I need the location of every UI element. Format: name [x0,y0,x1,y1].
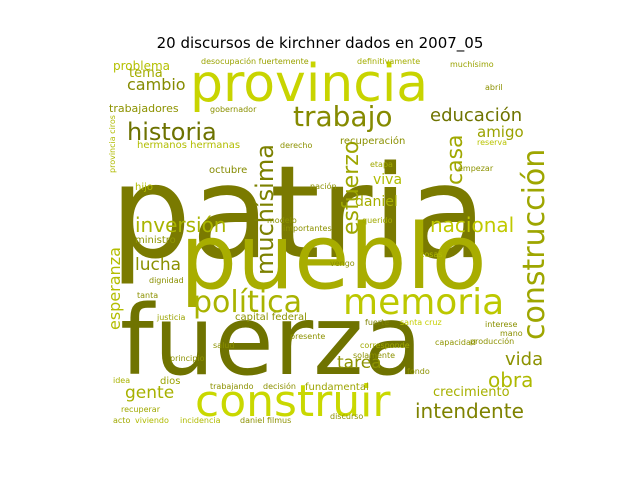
word-corresponde: corresponde [360,341,410,350]
word-abril: abril [485,83,503,92]
word-salud: salud [213,341,235,350]
word-muchisimo: muchísimo [450,60,494,69]
word-gobernador: gobernador [210,105,257,114]
chart-title: 20 discursos de kirchner dados en 2007_0… [156,34,484,52]
word-derecho: derecho [280,141,313,150]
word-crecimiento: crecimiento [433,385,510,400]
word-modelo: modelo [267,216,297,225]
word-cloud: patria pueblo fuerza provincia construir… [105,55,552,430]
word-fuerza: fuerza [120,285,423,397]
word-vida: vida [505,349,544,370]
word-presente: presente [290,332,326,341]
word-historia: historia [127,118,217,146]
word-daniel: daniel [355,194,398,210]
word-importantes: importantes [283,224,332,233]
word-trabajando: trabajando [210,382,254,391]
word-idea: idea [113,376,131,385]
word-etapa: etapa [370,160,393,169]
word-nacional: nacional [430,213,515,237]
word-incidencia: incidencia [180,416,221,425]
word-dignidad: dignidad [149,276,184,285]
word-recuperacion: recuperación [340,136,406,147]
word-casa: casa [443,134,468,185]
word-muchisima: muchísima [251,144,279,275]
word-trabajadores: trabajadores [109,102,179,115]
word-decision: decisión [263,382,296,391]
word-octubre: octubre [209,165,248,176]
word-mano: mano [500,329,523,338]
word-trabajo: trabajo [293,100,393,133]
word-fuerte: fuerte [365,318,390,327]
word-hermanos-hermanas: hermanos hermanas [137,140,241,151]
word-problema: problema [113,59,171,73]
word-tarea: tarea [337,353,382,373]
word-acto: acto [113,416,131,425]
word-hijo: hijo [135,182,154,193]
word-viviendo: viviendo [135,416,169,425]
word-gente: gente [125,383,175,403]
word-solamente: solamente [353,351,396,360]
word-desocupacion-fuertemente: desocupación fuertemente [201,57,309,66]
word-santa-cruz: santa cruz [400,318,442,327]
word-amigo: amigo [477,123,524,141]
word-esperanza: esperanza [105,247,124,330]
word-educacion: educación [430,105,523,126]
word-fondo: fondo [407,367,430,376]
word-querido: querido [362,216,393,225]
word-memoria: memoria [343,282,505,323]
word-produccion: producción [470,337,515,346]
word-esfuerzo: esfuerzo [339,140,364,235]
word-inversion: inversión [135,213,227,237]
word-patria: patria [110,139,487,288]
word-obra: obra [488,368,534,392]
word-viva: viva [373,172,403,188]
word-construccion: construcción [517,148,552,340]
word-interese: interese [485,320,518,329]
word-definitivamente: definitivamente [357,57,421,66]
word-nacion: nación [310,182,337,191]
word-justicia: justicia [157,313,186,322]
word-tema: tema [129,66,163,81]
word-dios: dios [160,376,181,387]
word-vengo: vengo [330,259,355,268]
word-construir: construir [195,376,391,427]
word-politica: política [193,285,303,320]
word-principio: principio [170,354,205,363]
word-recuperar: recuperar [121,405,160,414]
word-provincia: provincia [190,55,429,114]
word-fundamental: fundamental [305,382,369,393]
word-cosas: cosas [420,250,443,259]
word-capacidad: capacidad [435,338,476,347]
word-pueblo: pueblo [180,205,487,310]
word-reserva: reserva [477,138,508,147]
word-ministro: ministro [135,235,176,246]
word-cambio: cambio [127,75,186,94]
word-empezar: empezar [458,164,494,173]
word-discurso: discurso [330,412,364,421]
word-intendente: intendente [415,399,524,423]
word-provincia-ciros: provincia ciros [108,115,117,173]
word-capital-federal: capital federal [235,312,307,323]
word-daniel-filmus: daniel filmus [240,416,292,425]
word-tanta: tanta [137,291,159,300]
word-lucha: lucha [135,255,182,275]
